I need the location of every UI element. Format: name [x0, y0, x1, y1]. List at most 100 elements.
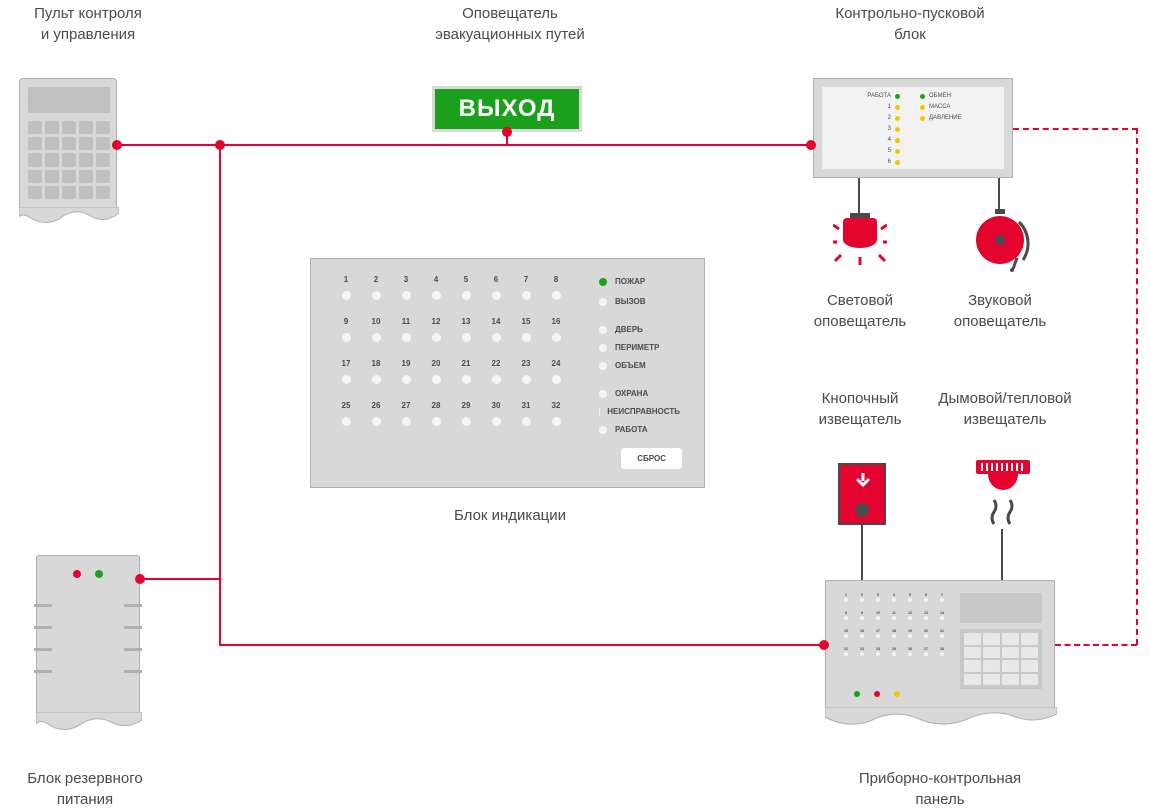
control-panel: 1234567891011121314151617181920212223242…: [825, 580, 1055, 710]
keypad-screen: [28, 87, 110, 113]
wire-left-vertical: [219, 144, 221, 645]
wire-from-smoke: [1001, 529, 1003, 581]
ind-zone-20: 20: [421, 359, 451, 389]
cp-zone-1: 1: [838, 593, 854, 602]
ind-zone-19: 19: [391, 359, 421, 389]
cp-zone-15: 15: [838, 629, 854, 638]
cp-zone-14: 14: [934, 611, 950, 620]
reset-button[interactable]: СБРОС: [621, 448, 682, 469]
cp-bottom-led-0: [854, 691, 860, 697]
ind-zone-21: 21: [451, 359, 481, 389]
ind-zone-7: 7: [511, 275, 541, 305]
wire-dashed-bottom: [1055, 644, 1137, 646]
cl-inner: РАБОТА123456 ОБМЕНМАССАДАВЛЕНИЕ: [822, 87, 1004, 169]
ind-status-неисправность: НЕИСПРАВНОСТЬ: [599, 407, 680, 416]
keypad-keys: [28, 121, 110, 199]
cp-zone-11: 11: [886, 611, 902, 620]
exit-sign-title-label: Оповещательэвакуационных путей: [410, 3, 610, 45]
indication-block: 1234567891011121314151617181920212223242…: [310, 258, 705, 488]
ind-zone-10: 10: [361, 317, 391, 347]
cl-left-6: 6: [840, 159, 900, 165]
cp-torn-edge: [825, 707, 1057, 727]
wire-node: [112, 140, 122, 150]
cl-left-0: РАБОТА: [840, 93, 900, 99]
cl-left-3: 3: [840, 126, 900, 132]
power-block: [36, 555, 140, 715]
ind-zone-25: 25: [331, 401, 361, 431]
wire-to-power: [140, 578, 220, 580]
ind-zone-32: 32: [541, 401, 571, 431]
wire-dashed-right: [1136, 128, 1138, 645]
wire-node: [215, 140, 225, 150]
power-torn-edge: [36, 712, 142, 732]
cp-bottom-led-2: [894, 691, 900, 697]
cl-left-4: 4: [840, 137, 900, 143]
ind-zone-11: 11: [391, 317, 421, 347]
keypad-device: [19, 78, 117, 210]
wire-from-callpoint: [861, 525, 863, 581]
ind-zone-2: 2: [361, 275, 391, 305]
ind-status-вызов: ВЫЗОВ: [599, 297, 680, 306]
ind-zone-24: 24: [541, 359, 571, 389]
callpoint-label: Кнопочныйизвещатель: [800, 388, 920, 430]
cp-zone-21: 21: [934, 629, 950, 638]
ind-status-пожар: ПОЖАР: [599, 277, 680, 286]
exit-sign: ВЫХОД: [432, 86, 582, 132]
cl-left-5: 5: [840, 148, 900, 154]
arrow-down-icon: [854, 473, 872, 491]
wire-node: [135, 574, 145, 584]
sound-alarm-icon: [969, 206, 1031, 277]
cp-zone-28: 28: [934, 647, 950, 656]
cp-zone-18: 18: [886, 629, 902, 638]
power-led-red: [73, 570, 81, 578]
wire-dashed-top: [1013, 128, 1138, 130]
ind-zone-17: 17: [331, 359, 361, 389]
cp-zone-7: 7: [934, 593, 950, 602]
cp-zone-16: 16: [854, 629, 870, 638]
ind-zone-4: 4: [421, 275, 451, 305]
cp-zone-26: 26: [902, 647, 918, 656]
ind-zone-27: 27: [391, 401, 421, 431]
ind-zone-26: 26: [361, 401, 391, 431]
wire-node: [806, 140, 816, 150]
wire-bottom-bus: [219, 644, 825, 646]
power-label: Блок резервногопитания: [0, 768, 170, 810]
cp-zone-24: 24: [870, 647, 886, 656]
cp-zone-12: 12: [902, 611, 918, 620]
wire-node: [819, 640, 829, 650]
cp-bottom-led-1: [874, 691, 880, 697]
ind-zone-9: 9: [331, 317, 361, 347]
smoke-label: Дымовой/тепловойизвещатель: [930, 388, 1080, 430]
ind-zone-22: 22: [481, 359, 511, 389]
cl-right-2: ДАВЛЕНИЕ: [920, 115, 962, 121]
cl-left-2: 2: [840, 115, 900, 121]
ind-zone-30: 30: [481, 401, 511, 431]
cp-zone-20: 20: [918, 629, 934, 638]
cp-zone-13: 13: [918, 611, 934, 620]
ind-zone-23: 23: [511, 359, 541, 389]
ind-status-дверь: ДВЕРЬ: [599, 325, 680, 334]
power-led-green: [95, 570, 103, 578]
ind-zone-3: 3: [391, 275, 421, 305]
cp-zone-6: 6: [918, 593, 934, 602]
cp-zone-2: 2: [854, 593, 870, 602]
cl-left-1: 1: [840, 104, 900, 110]
keypad-torn-edge: [19, 207, 119, 227]
ind-status-работа: РАБОТА: [599, 425, 680, 434]
ind-zone-13: 13: [451, 317, 481, 347]
ind-zone-28: 28: [421, 401, 451, 431]
cl-right-1: МАССА: [920, 104, 950, 110]
cl-block-label: Контрольно-пусковойблок: [800, 3, 1020, 45]
cp-zone-25: 25: [886, 647, 902, 656]
smoke-detector-icon: [972, 456, 1034, 533]
light-alarm-label: Световойоповещатель: [800, 290, 920, 332]
ind-zone-18: 18: [361, 359, 391, 389]
ind-status-периметр: ПЕРИМЕТР: [599, 343, 680, 352]
ind-zone-29: 29: [451, 401, 481, 431]
control-launch-block: РАБОТА123456 ОБМЕНМАССАДАВЛЕНИЕ: [813, 78, 1013, 178]
ind-zone-12: 12: [421, 317, 451, 347]
ind-zone-31: 31: [511, 401, 541, 431]
ind-status-охрана: ОХРАНА: [599, 389, 680, 398]
ind-zone-1: 1: [331, 275, 361, 305]
wire-node: [502, 127, 512, 137]
